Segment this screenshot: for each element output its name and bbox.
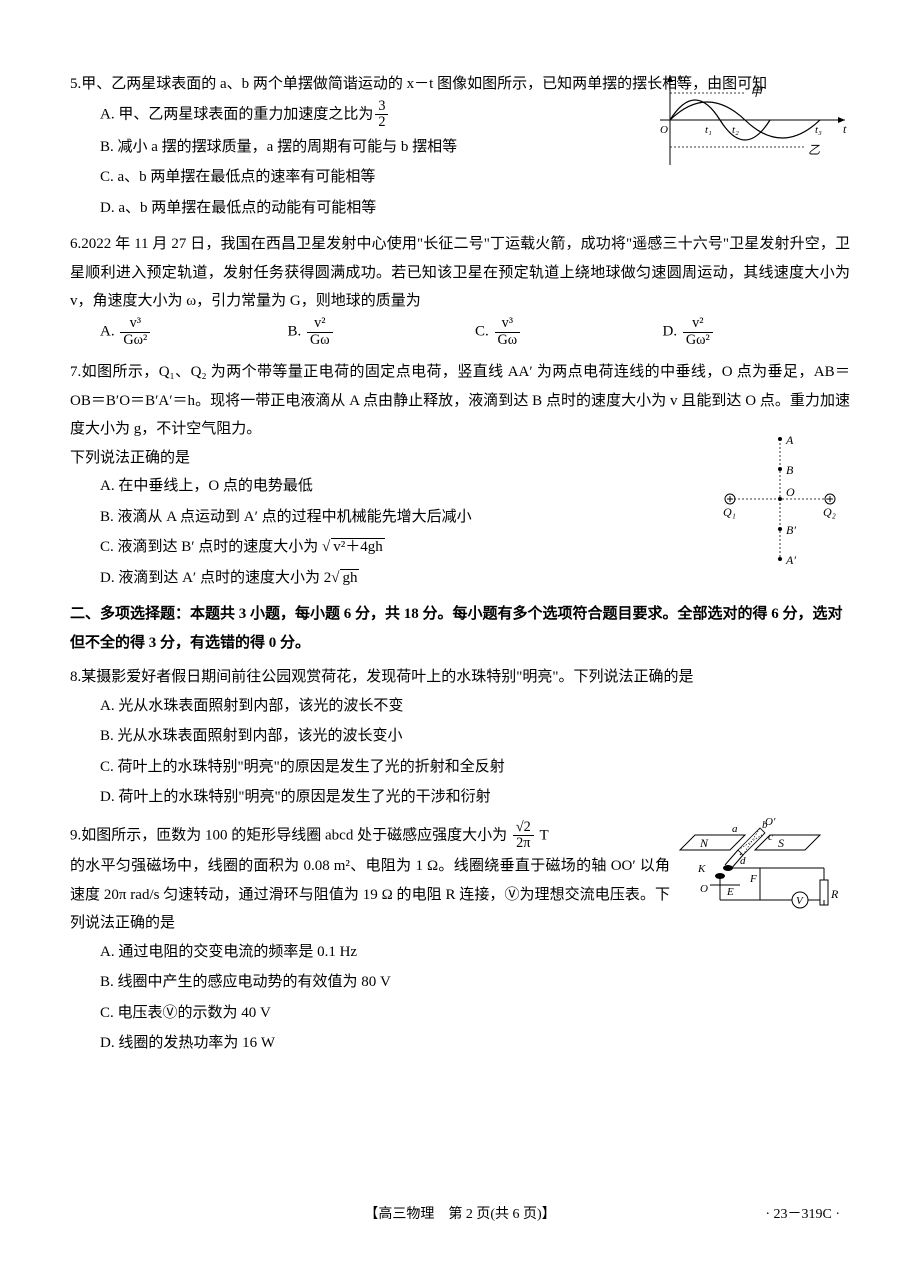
question-7: 7.如图所示，Q₁、Q₂ 为两个带等量正电荷的固定点电荷，竖直线 AA′ 为两点… xyxy=(70,358,850,592)
q6d-num: v² xyxy=(683,316,713,333)
q7-stem: 7.如图所示，Q₁、Q₂ 为两个带等量正电荷的固定点电荷，竖直线 AA′ 为两点… xyxy=(70,358,850,444)
q8-stem-text: 某摄影爱好者假日期间前往公园观赏荷花，发现荷叶上的水珠特别"明亮"。下列说法正确… xyxy=(81,669,693,685)
q5-stem-text: 甲、乙两星球表面的 a、b 两个单摆做简谐运动的 x－t 图像如图所示，已知两单… xyxy=(81,76,767,92)
q6-number: 6. xyxy=(70,236,81,252)
q5-options: A. 甲、乙两星球表面的重力加速度之比为32 B. 减小 a 摆的摆球质量，a … xyxy=(70,99,850,223)
q7-option-a: A. 在中垂线上，O 点的电势最低 xyxy=(100,472,850,501)
question-9: N S a b c d O′ O E F K xyxy=(70,820,850,1058)
q8-option-b: B. 光从水珠表面照射到内部，该光的波长变小 xyxy=(100,722,850,751)
q7d-prefix: D. 液滴到达 A′ 点时的速度大小为 2 xyxy=(100,570,331,586)
q7-option-b: B. 液滴从 A 点运动到 A′ 点的过程中机械能先增大后减小 xyxy=(100,503,850,532)
q6-stem: 6.2022 年 11 月 27 日，我国在西昌卫星发射中心使用"长征二号"丁运… xyxy=(70,230,850,316)
page-footer: 【高三物理 第 2 页(共 6 页)】 · 23－319C · xyxy=(0,1202,920,1229)
q6-option-b: B. v²Gω xyxy=(288,316,476,348)
q5-a-num: 3 xyxy=(375,99,388,116)
q6a-den: Gω² xyxy=(120,333,150,349)
q8-option-a: A. 光从水珠表面照射到内部，该光的波长不变 xyxy=(100,692,850,721)
q9-number: 9. xyxy=(70,827,81,843)
q5-stem: 5.甲、乙两星球表面的 a、b 两个单摆做简谐运动的 x－t 图像如图所示，已知… xyxy=(70,70,850,99)
q5-option-a: A. 甲、乙两星球表面的重力加速度之比为32 xyxy=(100,99,850,131)
q9-options: A. 通过电阻的交变电流的频率是 0.1 Hz B. 线圈中产生的感应电动势的有… xyxy=(70,938,850,1058)
q5-option-c: C. a、b 两单摆在最低点的速率有可能相等 xyxy=(100,163,850,192)
q7-option-c: C. 液滴到达 B′ 点时的速度大小为 v²＋4gh xyxy=(100,533,850,562)
q6a-num: v³ xyxy=(120,316,150,333)
q6c-num: v³ xyxy=(495,316,521,333)
footer-right: · 23－319C · xyxy=(765,1202,840,1229)
q6-stem-text: 2022 年 11 月 27 日，我国在西昌卫星发射中心使用"长征二号"丁运载火… xyxy=(70,236,850,309)
q9-option-a: A. 通过电阻的交变电流的频率是 0.1 Hz xyxy=(100,938,850,967)
q6b-den: Gω xyxy=(307,333,333,349)
footer-center: 【高三物理 第 2 页(共 6 页)】 xyxy=(364,1207,555,1222)
q7-option-d: D. 液滴到达 A′ 点时的速度大小为 2 gh xyxy=(100,564,850,593)
q7-stem-1: 如图所示，Q₁、Q₂ 为两个带等量正电荷的固定点电荷，竖直线 AA′ 为两点电荷… xyxy=(70,364,850,437)
q7c-prefix: C. 液滴到达 B′ 点时的速度大小为 xyxy=(100,539,322,555)
q8-option-c: C. 荷叶上的水珠特别"明亮"的原因是发生了光的折射和全反射 xyxy=(100,753,850,782)
q8-option-d: D. 荷叶上的水珠特别"明亮"的原因是发生了光的干涉和衍射 xyxy=(100,783,850,812)
q9-frac-den: 2π xyxy=(513,836,534,852)
section-2-header: 二、多项选择题：本题共 3 小题，每小题 6 分，共 18 分。每小题有多个选项… xyxy=(70,600,850,657)
q9-stem-1: 9.如图所示，匝数为 100 的矩形导线圈 abcd 处于磁感应强度大小为 √2… xyxy=(70,820,850,852)
q9-frac-num: √2 xyxy=(513,820,534,837)
q5-number: 5. xyxy=(70,76,81,92)
q8-options: A. 光从水珠表面照射到内部，该光的波长不变 B. 光从水珠表面照射到内部，该光… xyxy=(70,692,850,812)
question-8: 8.某摄影爱好者假日期间前往公园观赏荷花，发现荷叶上的水珠特别"明亮"。下列说法… xyxy=(70,663,850,812)
question-6: 6.2022 年 11 月 27 日，我国在西昌卫星发射中心使用"长征二号"丁运… xyxy=(70,230,850,350)
q6c-den: Gω xyxy=(495,333,521,349)
q9-stem-1a: 如图所示，匝数为 100 的矩形导线圈 abcd 处于磁感应强度大小为 xyxy=(81,827,511,843)
q7-stem-2: 下列说法正确的是 xyxy=(70,444,850,473)
q7-number: 7. xyxy=(70,364,81,380)
q6d-den: Gω² xyxy=(683,333,713,349)
q6-option-d: D. v²Gω² xyxy=(663,316,851,348)
q8-number: 8. xyxy=(70,669,81,685)
question-5: x t 甲 乙 t₁ t₂ t₃ O 5.甲、乙两星球表面的 a、b 两个单摆做… xyxy=(70,70,850,222)
q9-stem-2: 的水平匀强磁场中，线圈的面积为 0.08 m²、电阻为 1 Ω。线圈绕垂直于磁场… xyxy=(70,852,850,938)
q5-option-b: B. 减小 a 摆的摆球质量，a 摆的周期有可能与 b 摆相等 xyxy=(100,133,850,162)
q6-options: A. v³Gω² B. v²Gω C. v³Gω D. v²Gω² xyxy=(70,316,850,350)
q5-a-text: A. 甲、乙两星球表面的重力加速度之比为 xyxy=(100,106,373,122)
q5-a-den: 2 xyxy=(375,115,388,131)
q7-options: A. 在中垂线上，O 点的电势最低 B. 液滴从 A 点运动到 A′ 点的过程中… xyxy=(70,472,850,592)
q9-option-b: B. 线圈中产生的感应电动势的有效值为 80 V xyxy=(100,968,850,997)
q7c-sqrt: v²＋4gh xyxy=(331,538,385,555)
q7d-sqrt: gh xyxy=(340,569,359,586)
q9-option-d: D. 线圈的发热功率为 16 W xyxy=(100,1029,850,1058)
q6-option-c: C. v³Gω xyxy=(475,316,663,348)
q8-stem: 8.某摄影爱好者假日期间前往公园观赏荷花，发现荷叶上的水珠特别"明亮"。下列说法… xyxy=(70,663,850,692)
q9-stem-1b: T xyxy=(536,827,549,843)
q9-option-c: C. 电压表Ⓥ的示数为 40 V xyxy=(100,999,850,1028)
q5-option-d: D. a、b 两单摆在最低点的动能有可能相等 xyxy=(100,194,850,223)
q6b-num: v² xyxy=(307,316,333,333)
q6-option-a: A. v³Gω² xyxy=(100,316,288,348)
